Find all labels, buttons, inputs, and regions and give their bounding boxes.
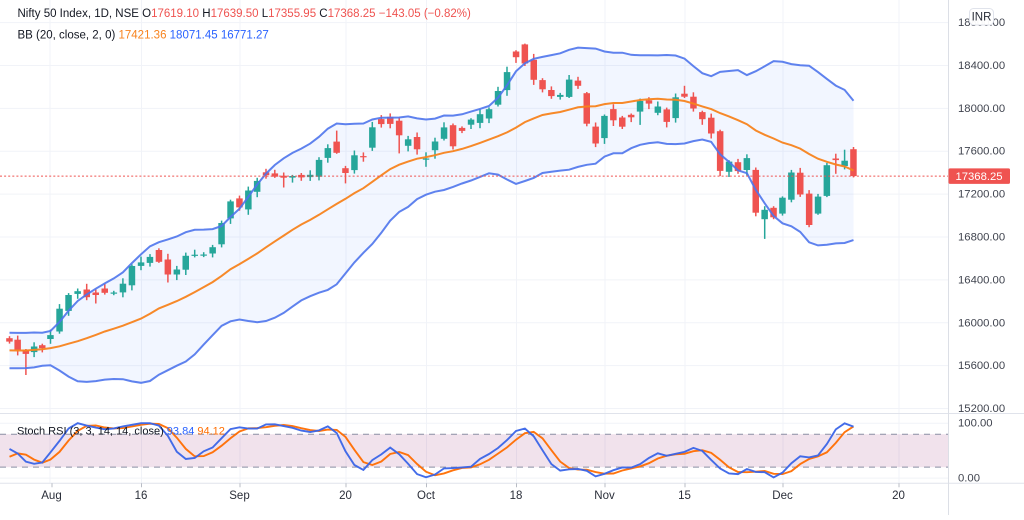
- svg-text:18: 18: [510, 490, 523, 502]
- svg-text:15600.00: 15600.00: [958, 360, 1005, 372]
- svg-text:15: 15: [678, 490, 691, 502]
- svg-text:Stoch RSI (3, 3, 14, 14, close: Stoch RSI (3, 3, 14, 14, close) 93.84 94…: [17, 426, 225, 438]
- svg-text:BB (20, close, 2, 0) 17421.36: BB (20, close, 2, 0) 17421.36 18071.45 1…: [18, 30, 269, 42]
- svg-text:Dec: Dec: [772, 490, 793, 502]
- svg-text:20: 20: [339, 490, 352, 502]
- svg-text:Sep: Sep: [229, 490, 249, 502]
- svg-text:17200.00: 17200.00: [958, 189, 1005, 201]
- svg-text:18400.00: 18400.00: [958, 60, 1005, 72]
- svg-text:0.00: 0.00: [958, 473, 980, 485]
- svg-text:Oct: Oct: [417, 490, 436, 502]
- svg-text:15200.00: 15200.00: [958, 403, 1005, 415]
- svg-text:Nov: Nov: [594, 490, 615, 502]
- svg-text:16: 16: [135, 490, 148, 502]
- svg-text:18000.00: 18000.00: [958, 103, 1005, 115]
- svg-text:100.00: 100.00: [958, 418, 993, 430]
- svg-text:Aug: Aug: [41, 490, 61, 502]
- svg-text:17368.25: 17368.25: [955, 171, 1002, 183]
- svg-text:16000.00: 16000.00: [958, 317, 1005, 329]
- svg-text:17600.00: 17600.00: [958, 146, 1005, 158]
- svg-text:16400.00: 16400.00: [958, 274, 1005, 286]
- svg-text:Nifty 50 Index, 1D, NSE O17619: Nifty 50 Index, 1D, NSE O17619.10 H17639…: [18, 8, 471, 20]
- svg-text:INR: INR: [972, 12, 992, 24]
- svg-text:16800.00: 16800.00: [958, 231, 1005, 243]
- svg-text:20: 20: [892, 490, 905, 502]
